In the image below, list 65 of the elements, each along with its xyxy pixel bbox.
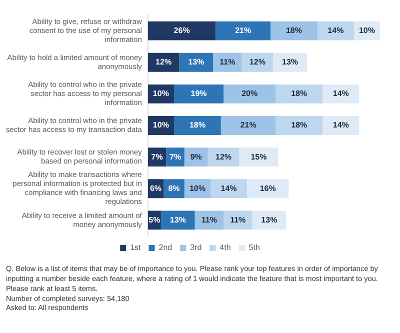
data-label: 18% — [286, 26, 302, 35]
bar — [210, 179, 247, 198]
data-label: 13% — [170, 215, 186, 224]
bar — [213, 52, 242, 72]
bar — [273, 52, 307, 72]
legend-label: 4th — [220, 243, 231, 252]
data-label: 12% — [249, 58, 266, 67]
data-label: 10% — [189, 184, 206, 193]
bar — [160, 210, 195, 230]
data-label: 19% — [190, 89, 207, 98]
data-label: 21% — [240, 120, 256, 130]
data-label: 8% — [168, 184, 180, 193]
data-label: 10% — [152, 89, 169, 98]
data-label: 13% — [261, 215, 278, 224]
bar — [166, 148, 184, 167]
data-label: 6% — [150, 184, 162, 193]
data-label: 14% — [332, 89, 349, 98]
bar — [247, 179, 289, 198]
bar — [174, 116, 221, 135]
bar — [276, 84, 323, 104]
bar — [322, 84, 360, 104]
bar — [252, 210, 286, 230]
bar — [148, 52, 180, 72]
bar — [174, 84, 224, 104]
bar — [179, 52, 214, 72]
bar — [220, 116, 276, 135]
data-label: 13% — [282, 58, 298, 67]
data-label: 12% — [156, 58, 172, 67]
bar — [322, 116, 360, 135]
bar — [276, 116, 323, 135]
data-label: 16% — [260, 184, 276, 193]
legend-label: 1st — [130, 243, 142, 252]
data-label: 26% — [174, 26, 190, 35]
data-label: 13% — [188, 58, 204, 67]
legend-label: 2nd — [158, 243, 172, 252]
data-label: 11% — [230, 215, 246, 224]
bar — [270, 21, 318, 40]
data-label: 12% — [216, 152, 232, 162]
data-label: 7% — [151, 152, 163, 162]
data-label: 18% — [291, 120, 308, 130]
bar — [194, 210, 224, 230]
bar — [208, 148, 240, 167]
data-label: 21% — [235, 26, 252, 35]
data-label: 14% — [332, 120, 349, 130]
bar — [239, 148, 278, 167]
bar — [148, 21, 216, 40]
data-label: 15% — [250, 152, 267, 162]
data-label: 14% — [328, 26, 344, 35]
data-label: 9% — [190, 152, 202, 162]
bar — [216, 21, 270, 40]
legend-label: 3rd — [190, 243, 202, 252]
bar — [317, 21, 354, 40]
legend-label: 5th — [248, 243, 260, 252]
data-label: 18% — [291, 89, 308, 98]
data-label: 5% — [148, 215, 160, 224]
bar — [242, 52, 274, 72]
bar — [224, 84, 276, 104]
data-label: 18% — [189, 120, 206, 130]
data-label: 20% — [242, 89, 258, 98]
data-label: 7% — [170, 152, 182, 162]
data-label: 11% — [220, 58, 236, 67]
data-label: 10% — [358, 26, 375, 35]
data-label: 10% — [152, 120, 169, 130]
data-label: 11% — [201, 215, 217, 224]
data-label: 14% — [220, 184, 237, 193]
